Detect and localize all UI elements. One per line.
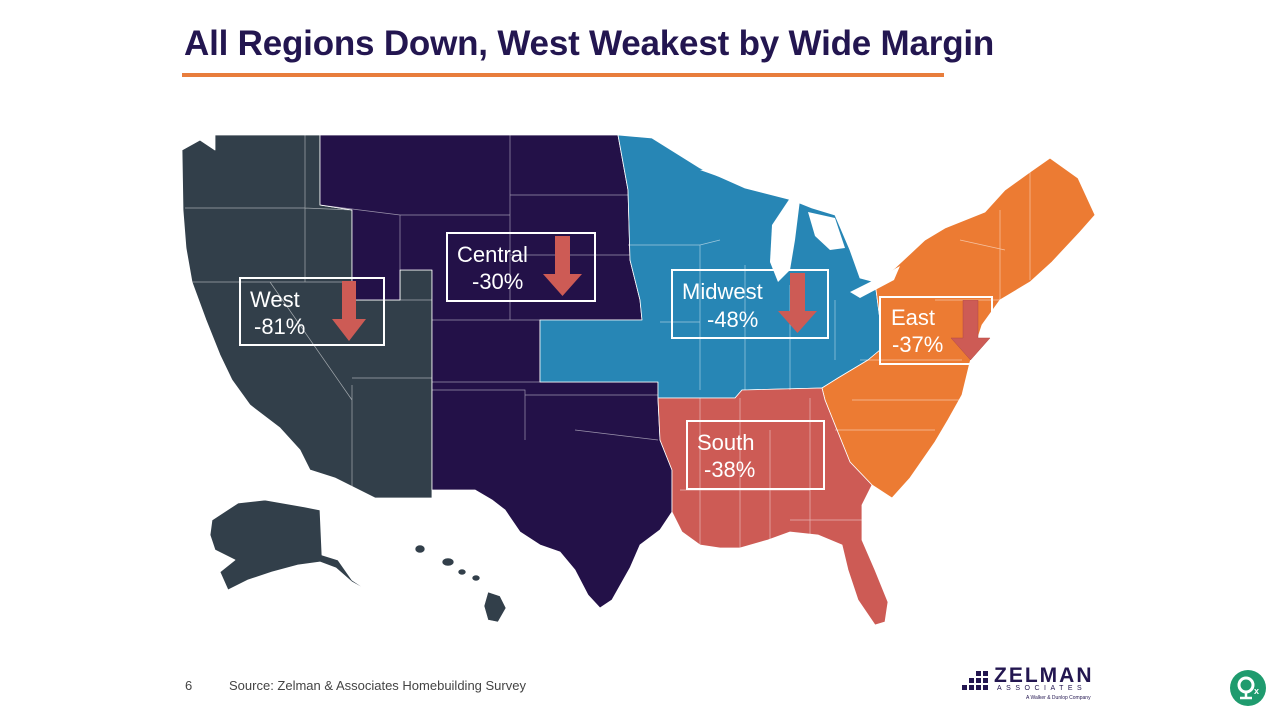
logo-bars-icon bbox=[962, 671, 988, 690]
title-underline bbox=[182, 73, 944, 77]
svg-text:x: x bbox=[1254, 686, 1259, 696]
callout-central: Central -30% bbox=[446, 232, 596, 302]
callout-south: South -38% bbox=[686, 420, 825, 490]
page-number: 6 bbox=[185, 678, 193, 693]
region-name-south: South bbox=[697, 430, 755, 455]
source-note: Source: Zelman & Associates Homebuilding… bbox=[229, 678, 526, 693]
region-change-south: -38% bbox=[704, 457, 756, 482]
hawaii-islands bbox=[414, 544, 507, 623]
badge-glyph-icon: x bbox=[1237, 676, 1259, 700]
great-lakes bbox=[700, 165, 900, 298]
logo-name: ZELMAN bbox=[994, 664, 1094, 687]
down-arrow-icon bbox=[778, 273, 817, 333]
region-name-east: East bbox=[891, 305, 936, 330]
region-name-midwest: Midwest bbox=[682, 279, 763, 304]
down-arrow-icon bbox=[543, 236, 582, 296]
callout-west: West -81% bbox=[239, 277, 385, 346]
region-change-midwest: -48% bbox=[707, 307, 759, 332]
region-south bbox=[657, 387, 889, 626]
zelman-logo: ZELMAN ASSOCIATES A Walker & Dunlop Comp… bbox=[962, 664, 1112, 704]
slide-title: All Regions Down, West Weakest by Wide M… bbox=[184, 24, 995, 63]
region-change-west: -81% bbox=[254, 314, 306, 339]
logo-tagline: A Walker & Dunlop Company bbox=[1026, 695, 1091, 701]
region-change-east: -37% bbox=[892, 332, 944, 357]
callout-east: East -37% bbox=[879, 296, 993, 365]
region-name-central: Central bbox=[457, 242, 528, 267]
app-badge-icon[interactable]: x bbox=[1230, 670, 1266, 706]
down-arrow-icon bbox=[950, 300, 991, 361]
region-name-west: West bbox=[250, 287, 300, 312]
down-arrow-icon bbox=[332, 281, 366, 341]
logo-subtitle: ASSOCIATES bbox=[997, 685, 1087, 692]
region-change-central: -30% bbox=[472, 269, 524, 294]
callout-midwest: Midwest -48% bbox=[671, 269, 829, 339]
